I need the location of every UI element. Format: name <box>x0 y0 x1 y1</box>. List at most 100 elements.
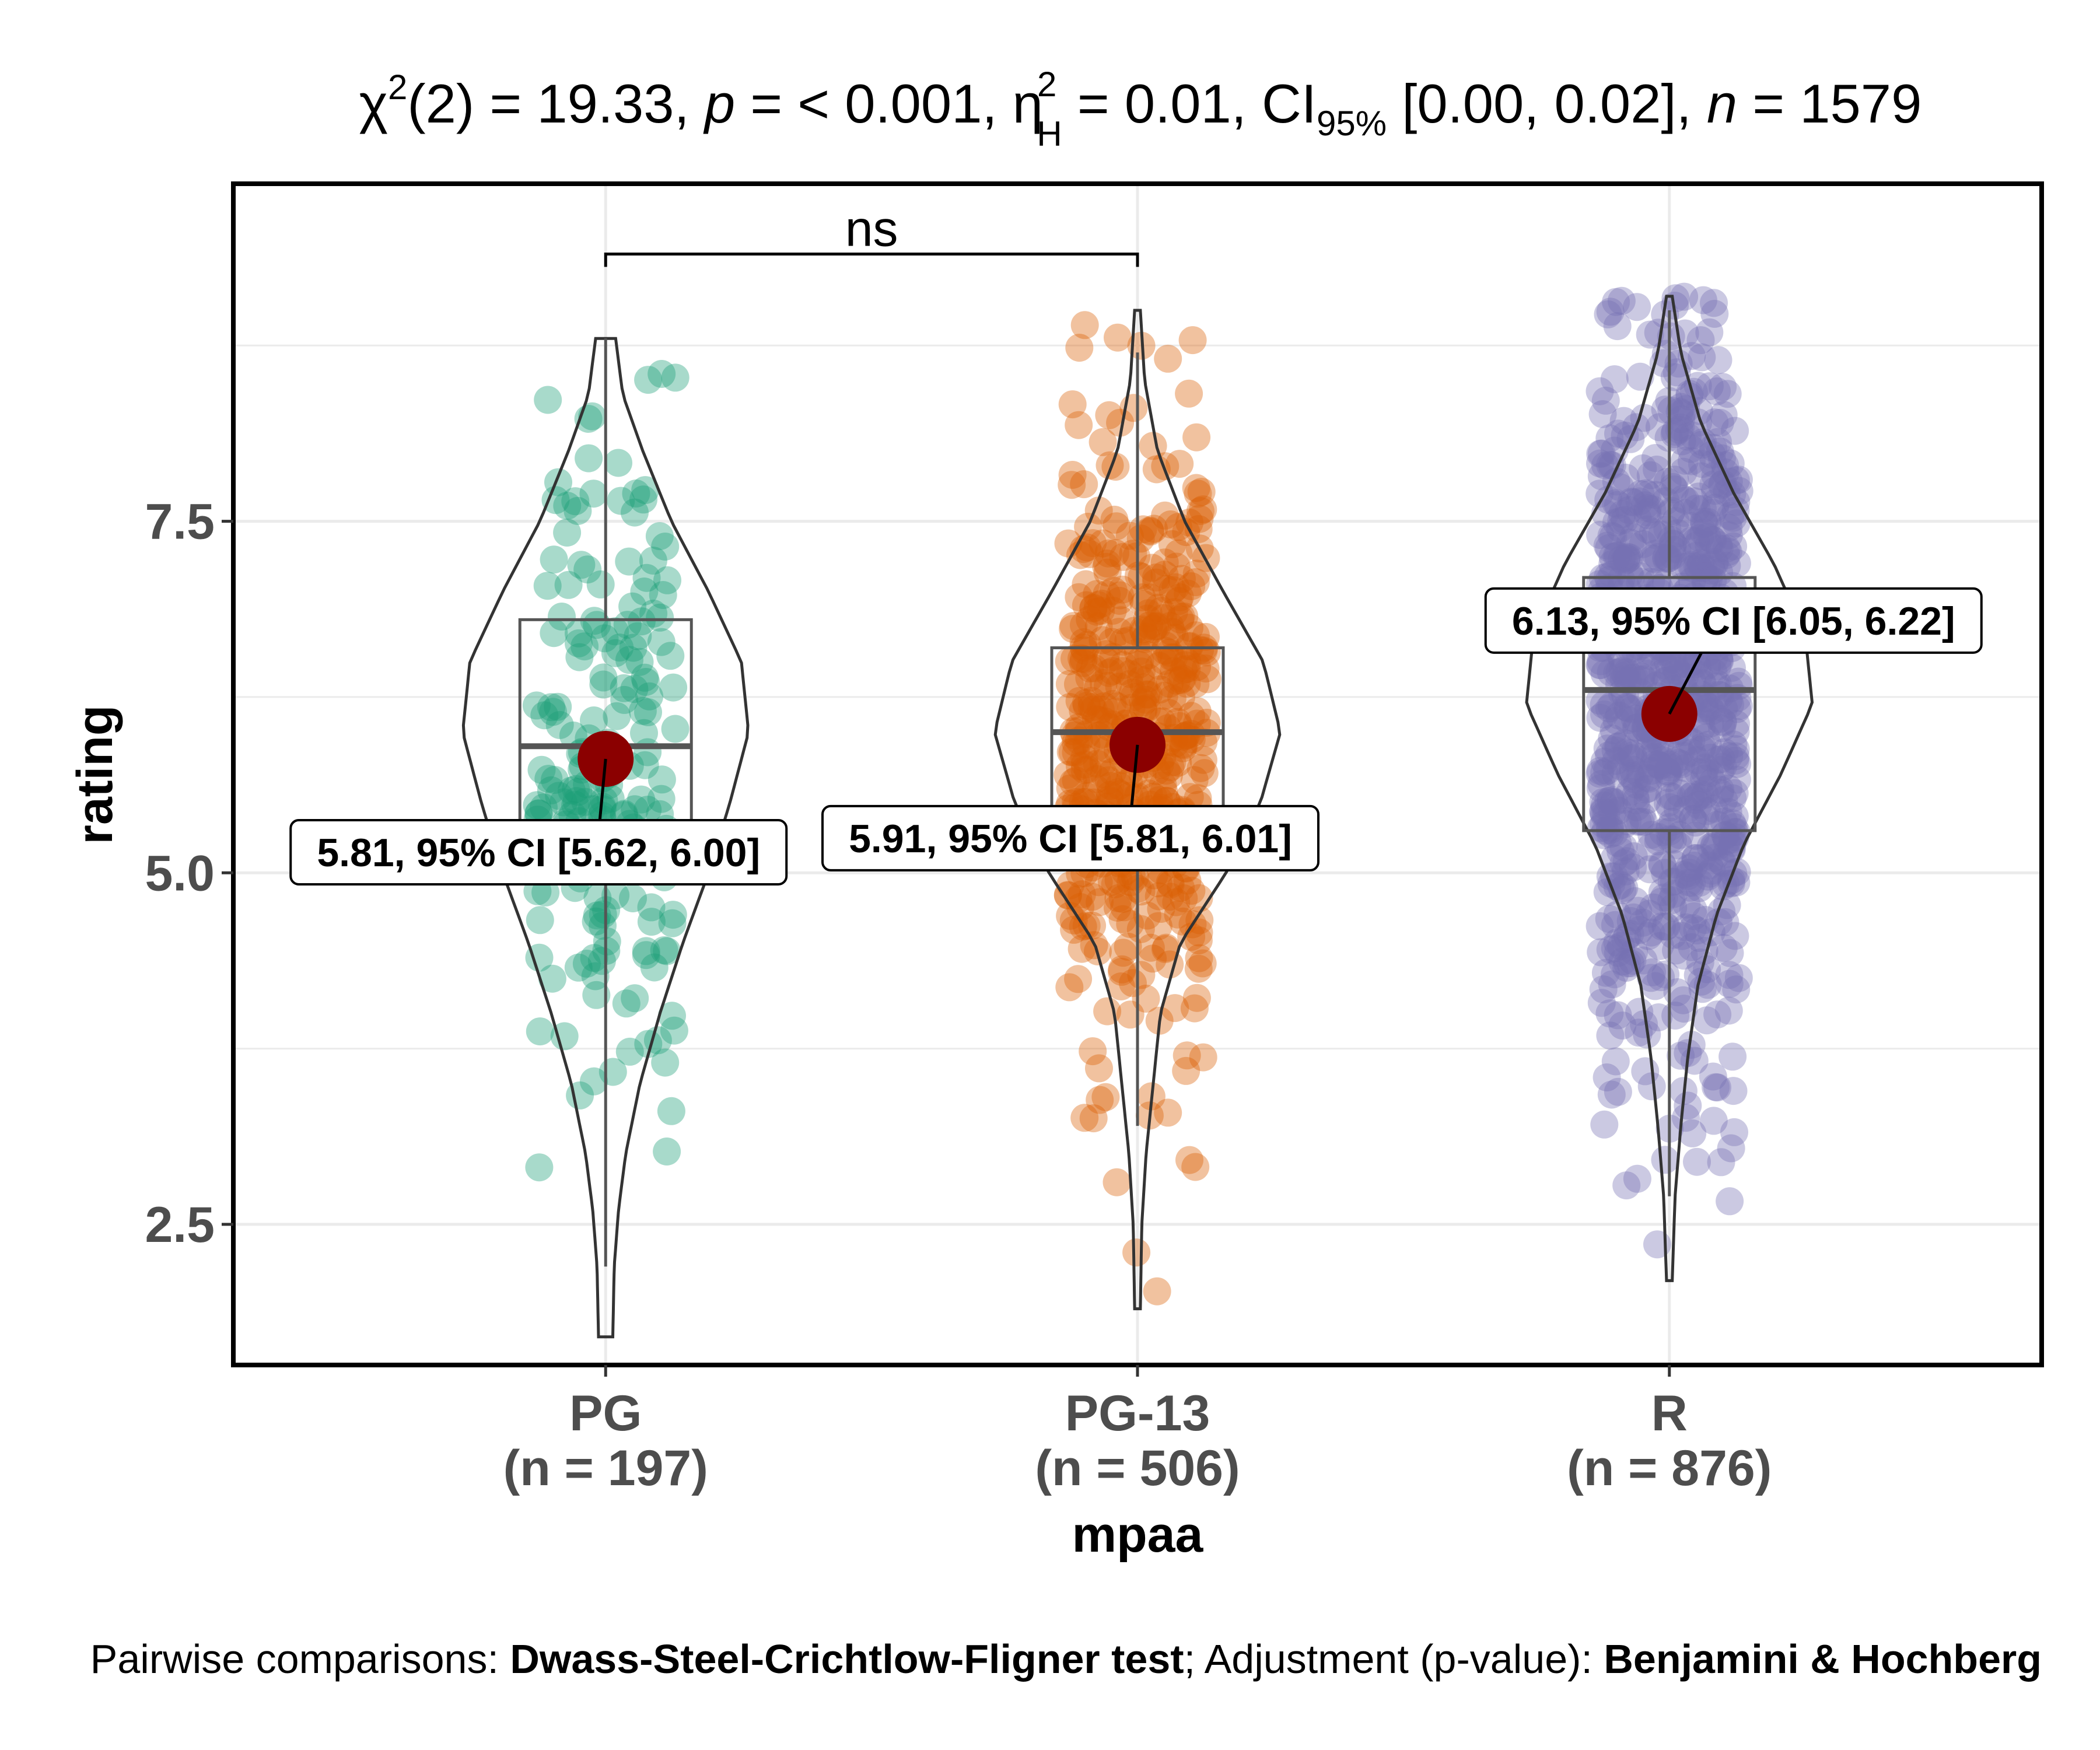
data-point <box>1614 706 1642 734</box>
data-point <box>1626 760 1654 789</box>
data-point <box>554 570 583 599</box>
x-axis: PG(n = 197) PG-13(n = 506) R(n = 876) <box>503 1365 1772 1496</box>
data-point <box>1723 750 1752 778</box>
caption-adjustment: Benjamini & Hochberg <box>1604 1636 2042 1682</box>
data-point <box>650 936 678 964</box>
data-point <box>1671 499 1699 527</box>
data-point <box>1107 957 1136 986</box>
data-point <box>1721 466 1750 495</box>
data-point <box>1714 687 1743 715</box>
data-point <box>1668 400 1696 428</box>
data-point <box>1178 326 1207 355</box>
data-point <box>1603 312 1632 341</box>
data-point <box>1594 786 1623 815</box>
data-point <box>580 944 608 972</box>
data-point <box>601 639 629 667</box>
data-point <box>1656 753 1684 782</box>
data-point <box>1678 526 1706 555</box>
data-point <box>1608 545 1636 573</box>
data-point <box>1177 877 1206 905</box>
x-tick-label: PG <box>569 1385 642 1441</box>
data-point <box>1084 868 1113 897</box>
data-point <box>1592 801 1620 830</box>
data-point <box>1173 866 1202 895</box>
data-point <box>1602 542 1631 570</box>
data-point <box>1615 543 1644 572</box>
data-point <box>1675 512 1704 540</box>
data-point <box>1637 918 1665 947</box>
data-point <box>1690 510 1719 538</box>
data-point <box>1160 598 1188 626</box>
data-point <box>1676 782 1705 811</box>
data-point <box>613 611 642 639</box>
data-point <box>1593 757 1622 785</box>
data-point <box>1193 665 1222 694</box>
data-point <box>1613 542 1642 571</box>
data-point <box>1604 1077 1632 1106</box>
data-point <box>1667 413 1695 442</box>
data-point <box>1676 551 1705 579</box>
data-point <box>658 1002 686 1030</box>
data-point <box>601 617 629 646</box>
data-point <box>1135 664 1163 692</box>
data-point <box>573 555 602 584</box>
data-point <box>1078 911 1107 940</box>
data-point <box>1602 467 1630 496</box>
data-point <box>540 545 568 574</box>
violin-pg-13 <box>993 309 1282 1311</box>
data-point <box>1086 1086 1114 1114</box>
data-point <box>1686 524 1714 552</box>
data-point <box>1665 415 1693 444</box>
data-point <box>1608 500 1637 528</box>
data-point <box>1605 732 1633 760</box>
data-point <box>610 674 638 702</box>
data-point <box>1656 813 1684 841</box>
comparison-label: ns <box>845 201 898 257</box>
data-point <box>1144 593 1172 622</box>
data-point <box>1133 901 1161 930</box>
data-point <box>1611 421 1639 450</box>
data-point <box>1079 695 1108 724</box>
data-point <box>1688 844 1716 872</box>
data-point <box>1069 696 1097 725</box>
data-point <box>1652 544 1681 573</box>
data-point <box>1184 954 1213 983</box>
data-point <box>1647 963 1675 992</box>
data-point <box>1593 734 1622 763</box>
data-point <box>537 693 565 722</box>
data-point <box>1088 529 1117 558</box>
data-point <box>1120 617 1149 645</box>
data-point <box>579 480 608 508</box>
data-point <box>1595 999 1624 1028</box>
data-point <box>1637 1072 1666 1101</box>
data-point <box>1619 743 1647 772</box>
data-point <box>1674 650 1702 678</box>
data-point <box>526 906 554 935</box>
data-point <box>1633 498 1661 526</box>
data-point <box>1596 820 1625 848</box>
data-point <box>1680 902 1708 930</box>
data-point <box>1139 615 1167 643</box>
data-point <box>1170 602 1199 631</box>
data-point <box>1684 758 1712 786</box>
data-point <box>1699 526 1727 554</box>
data-point <box>1094 659 1123 687</box>
data-point <box>1604 796 1633 825</box>
data-point <box>1650 651 1678 680</box>
data-point <box>1586 651 1614 680</box>
data-point <box>578 402 607 430</box>
data-point <box>1661 475 1689 503</box>
data-point <box>1068 880 1096 909</box>
data-point <box>1633 660 1661 688</box>
data-point <box>1695 531 1723 559</box>
data-point <box>619 884 647 912</box>
data-point <box>1083 674 1112 702</box>
data-point <box>1078 883 1107 911</box>
data-point <box>1175 783 1204 811</box>
data-point <box>1069 535 1098 564</box>
data-point <box>1089 748 1118 777</box>
data-point <box>1625 916 1654 944</box>
data-point <box>1633 501 1662 530</box>
data-point <box>1126 915 1155 943</box>
